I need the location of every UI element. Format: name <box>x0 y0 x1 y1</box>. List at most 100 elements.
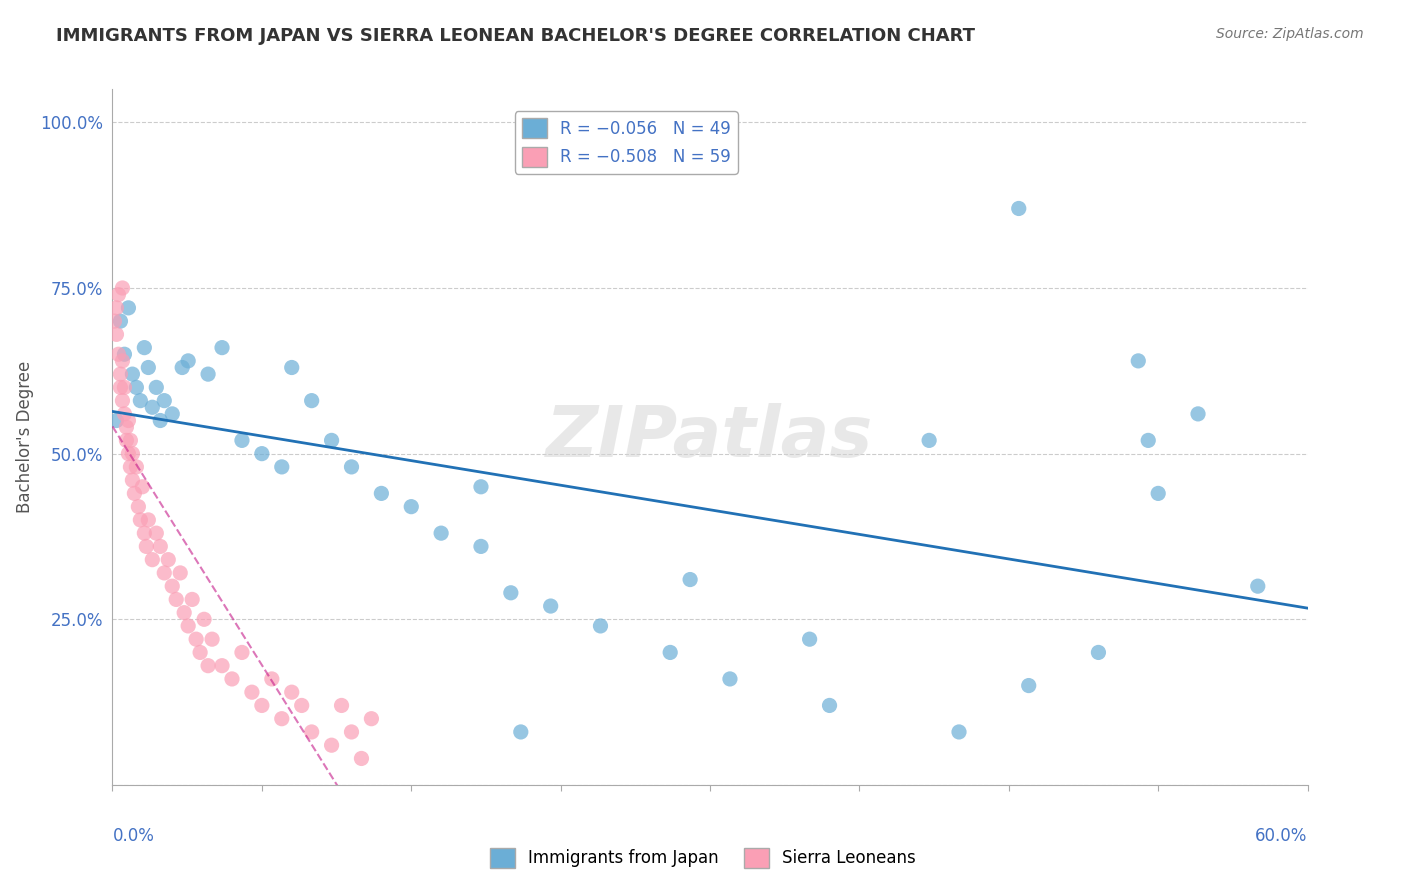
Sierra Leoneans <box>114 407 135 421</box>
Sierra Leoneans <box>121 473 143 487</box>
Immigrants from Japan <box>540 599 562 613</box>
Immigrants from Japan <box>177 354 200 368</box>
Immigrants from Japan <box>1137 434 1160 448</box>
Text: Source: ZipAtlas.com: Source: ZipAtlas.com <box>1216 27 1364 41</box>
Sierra Leoneans <box>231 645 253 659</box>
Immigrants from Japan <box>430 526 453 541</box>
Legend: R = −0.056   N = 49, R = −0.508   N = 59: R = −0.056 N = 49, R = −0.508 N = 59 <box>515 112 738 174</box>
Sierra Leoneans <box>162 579 183 593</box>
Immigrants from Japan <box>470 480 492 494</box>
Sierra Leoneans <box>120 434 142 448</box>
Sierra Leoneans <box>149 540 172 554</box>
Sierra Leoneans <box>127 500 149 514</box>
Sierra Leoneans <box>121 447 143 461</box>
Immigrants from Japan <box>134 341 156 355</box>
Immigrants from Japan <box>138 360 160 375</box>
Sierra Leoneans <box>181 592 204 607</box>
Immigrants from Japan <box>117 301 139 315</box>
Immigrants from Japan <box>145 380 167 394</box>
Text: ZIPatlas: ZIPatlas <box>547 402 873 472</box>
Sierra Leoneans <box>330 698 353 713</box>
Sierra Leoneans <box>131 480 153 494</box>
Immigrants from Japan <box>679 573 702 587</box>
Immigrants from Japan <box>370 486 392 500</box>
Sierra Leoneans <box>134 526 156 541</box>
Legend: Immigrants from Japan, Sierra Leoneans: Immigrants from Japan, Sierra Leoneans <box>484 841 922 875</box>
Immigrants from Japan <box>589 619 612 633</box>
Sierra Leoneans <box>120 459 142 474</box>
Y-axis label: Bachelor's Degree: Bachelor's Degree <box>17 361 34 513</box>
Immigrants from Japan <box>281 360 304 375</box>
Immigrants from Japan <box>401 500 423 514</box>
Sierra Leoneans <box>186 632 208 647</box>
Sierra Leoneans <box>188 645 211 659</box>
Immigrants from Japan <box>1247 579 1270 593</box>
Immigrants from Japan <box>340 459 363 474</box>
Immigrants from Japan <box>270 459 292 474</box>
Immigrants from Japan <box>1087 645 1109 659</box>
Text: IMMIGRANTS FROM JAPAN VS SIERRA LEONEAN BACHELOR'S DEGREE CORRELATION CHART: IMMIGRANTS FROM JAPAN VS SIERRA LEONEAN … <box>56 27 976 45</box>
Immigrants from Japan <box>110 314 132 328</box>
Immigrants from Japan <box>1187 407 1209 421</box>
Sierra Leoneans <box>110 367 132 381</box>
Sierra Leoneans <box>157 552 180 566</box>
Text: 60.0%: 60.0% <box>1256 827 1308 845</box>
Sierra Leoneans <box>105 327 128 342</box>
Immigrants from Japan <box>149 413 172 427</box>
Sierra Leoneans <box>138 513 160 527</box>
Sierra Leoneans <box>301 725 323 739</box>
Sierra Leoneans <box>124 486 146 500</box>
Immigrants from Japan <box>125 380 148 394</box>
Immigrants from Japan <box>231 434 253 448</box>
Sierra Leoneans <box>211 658 233 673</box>
Sierra Leoneans <box>197 658 219 673</box>
Sierra Leoneans <box>340 725 363 739</box>
Sierra Leoneans <box>107 287 129 301</box>
Sierra Leoneans <box>135 540 157 554</box>
Sierra Leoneans <box>111 354 134 368</box>
Sierra Leoneans <box>115 434 138 448</box>
Sierra Leoneans <box>360 712 382 726</box>
Immigrants from Japan <box>818 698 841 713</box>
Immigrants from Japan <box>718 672 741 686</box>
Immigrants from Japan <box>162 407 183 421</box>
Sierra Leoneans <box>201 632 224 647</box>
Immigrants from Japan <box>1008 202 1031 216</box>
Sierra Leoneans <box>145 526 167 541</box>
Sierra Leoneans <box>117 413 139 427</box>
Immigrants from Japan <box>121 367 143 381</box>
Immigrants from Japan <box>499 586 522 600</box>
Sierra Leoneans <box>129 513 152 527</box>
Immigrants from Japan <box>470 540 492 554</box>
Sierra Leoneans <box>105 301 128 315</box>
Sierra Leoneans <box>117 447 139 461</box>
Immigrants from Japan <box>321 434 343 448</box>
Immigrants from Japan <box>1147 486 1170 500</box>
Sierra Leoneans <box>173 606 195 620</box>
Immigrants from Japan <box>948 725 970 739</box>
Immigrants from Japan <box>250 447 273 461</box>
Sierra Leoneans <box>107 347 129 361</box>
Immigrants from Japan <box>153 393 176 408</box>
Immigrants from Japan <box>172 360 194 375</box>
Sierra Leoneans <box>165 592 187 607</box>
Immigrants from Japan <box>105 413 128 427</box>
Sierra Leoneans <box>111 281 134 295</box>
Immigrants from Japan <box>1018 679 1040 693</box>
Sierra Leoneans <box>103 314 125 328</box>
Immigrants from Japan <box>659 645 682 659</box>
Sierra Leoneans <box>260 672 283 686</box>
Sierra Leoneans <box>115 420 138 434</box>
Sierra Leoneans <box>125 459 148 474</box>
Sierra Leoneans <box>110 380 132 394</box>
Immigrants from Japan <box>129 393 152 408</box>
Text: 0.0%: 0.0% <box>112 827 155 845</box>
Immigrants from Japan <box>918 434 941 448</box>
Immigrants from Japan <box>509 725 531 739</box>
Immigrants from Japan <box>211 341 233 355</box>
Immigrants from Japan <box>301 393 323 408</box>
Immigrants from Japan <box>1128 354 1150 368</box>
Sierra Leoneans <box>281 685 304 699</box>
Immigrants from Japan <box>197 367 219 381</box>
Immigrants from Japan <box>114 347 135 361</box>
